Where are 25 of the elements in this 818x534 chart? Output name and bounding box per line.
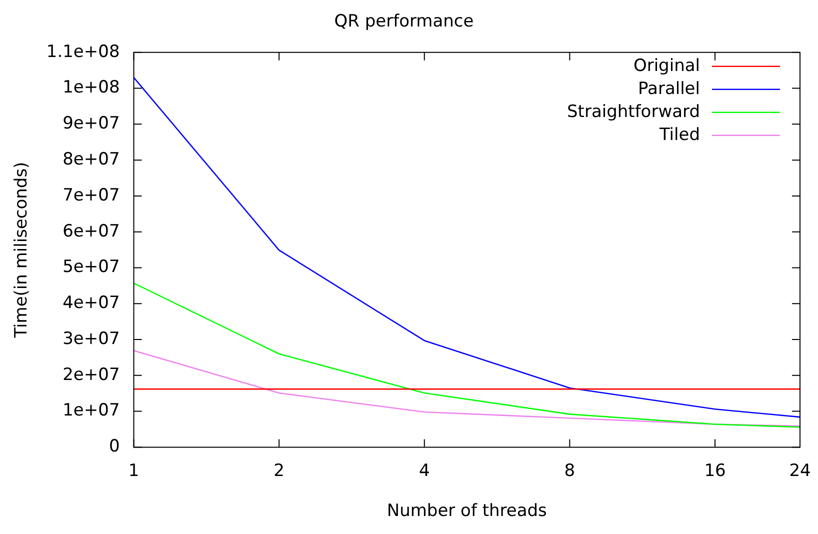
x-tick-label: 2 [274, 460, 284, 481]
y-tick-label: 5e+07 [62, 257, 120, 278]
y-tick-label: 4e+07 [62, 293, 120, 314]
legend-label: Parallel [638, 78, 700, 99]
y-tick-label: 2e+07 [62, 364, 120, 385]
y-tick-label: 9e+07 [62, 114, 120, 134]
y-tick-label: 1e+07 [62, 400, 120, 421]
y-tick-label: 6e+07 [62, 221, 120, 242]
y-tick-label: 1e+08 [62, 78, 120, 98]
x-tick-label: 1 [128, 460, 140, 481]
x-tick-label: 24 [789, 460, 811, 481]
y-axis-title: Time(in miliseconds) [12, 162, 32, 339]
x-axis-title: Number of threads [386, 501, 548, 522]
legend-label: Tiled [658, 124, 700, 145]
x-tick-label: 4 [418, 460, 430, 481]
x-tick-label: 16 [704, 460, 726, 481]
y-tick-label: 0 [108, 436, 120, 457]
y-tick-label: 8e+07 [62, 149, 120, 170]
legend-label: Straightforward [567, 102, 700, 122]
y-tick-label: 7e+07 [62, 185, 120, 206]
x-tick-label: 8 [564, 460, 576, 481]
y-tick-label: 3e+07 [62, 328, 120, 349]
chart-title: QR performance [334, 12, 474, 32]
legend-label: Original [633, 56, 700, 76]
y-tick-label: 1.1e+08 [46, 42, 120, 62]
